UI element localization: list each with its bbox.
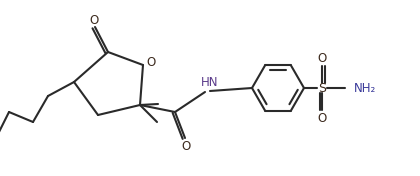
Text: O: O — [181, 140, 191, 152]
Text: O: O — [318, 112, 327, 124]
Text: O: O — [147, 55, 156, 68]
Text: NH₂: NH₂ — [354, 81, 376, 95]
Text: HN: HN — [201, 76, 219, 89]
Text: O: O — [318, 52, 327, 64]
Text: O: O — [89, 14, 99, 27]
Text: S: S — [318, 81, 326, 95]
